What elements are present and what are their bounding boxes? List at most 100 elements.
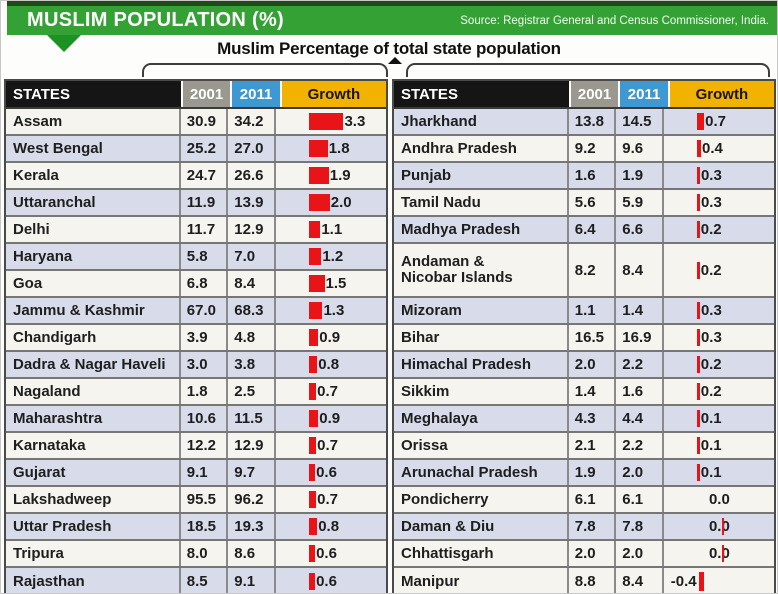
growth-bar <box>696 464 700 481</box>
growth-value: 0.8 <box>318 518 340 535</box>
growth-cell: 0.4 <box>664 136 774 161</box>
table-row: Haryana 5.8 7.0 1.2 <box>6 244 386 271</box>
growth-zero-marker <box>722 545 725 562</box>
growth-cell: 0.6 <box>276 460 386 485</box>
growth-bar <box>696 410 700 427</box>
state-cell: Meghalaya <box>394 406 569 431</box>
column-header-growth: Growth <box>669 81 774 107</box>
table-row: Manipur 8.8 8.4 -0.4 <box>394 568 774 593</box>
value-2011-cell: 9.1 <box>228 568 276 593</box>
value-2001-cell: 1.6 <box>569 163 617 188</box>
value-2001-cell: 7.8 <box>569 514 617 539</box>
value-2001-cell: 1.4 <box>569 379 617 404</box>
growth-cell: 1.2 <box>276 244 386 269</box>
table-row: Himachal Pradesh 2.0 2.2 0.2 <box>394 352 774 379</box>
growth-cell: 3.3 <box>276 109 386 134</box>
growth-bar <box>308 573 316 590</box>
value-2011-cell: 9.7 <box>228 460 276 485</box>
growth-bar <box>308 113 344 130</box>
growth-value: 0.1 <box>700 464 722 481</box>
growth-cell: 0.0 <box>664 514 774 539</box>
growth-value: 0.7 <box>317 383 338 400</box>
growth-cell: 1.8 <box>276 136 386 161</box>
growth-cell: 0.1 <box>664 433 774 458</box>
growth-cell: 0.6 <box>276 541 386 566</box>
growth-bar <box>308 356 318 373</box>
value-2011-cell: 6.1 <box>616 487 664 512</box>
table-row: Jharkhand 13.8 14.5 0.7 <box>394 109 774 136</box>
table-row: Uttaranchal 11.9 13.9 2.0 <box>6 190 386 217</box>
growth-value: 0.3 <box>700 167 722 184</box>
growth-cell: 2.0 <box>276 190 386 215</box>
growth-cell: 0.1 <box>664 406 774 431</box>
growth-bar <box>696 383 700 400</box>
ribbon-fold-icon <box>47 35 81 52</box>
value-2001-cell: 25.2 <box>181 136 229 161</box>
value-2001-cell: 9.1 <box>181 460 229 485</box>
value-2001-cell: 9.2 <box>569 136 617 161</box>
growth-bar <box>698 572 704 591</box>
column-header-2011: 2011 <box>232 81 280 107</box>
value-2011-cell: 2.0 <box>616 541 664 566</box>
table-row: Gujarat 9.1 9.7 0.6 <box>6 460 386 487</box>
growth-value: 0.8 <box>318 356 340 373</box>
growth-cell: 0.9 <box>276 406 386 431</box>
table-row: Lakshadweep 95.5 96.2 0.7 <box>6 487 386 514</box>
state-cell: Haryana <box>6 244 181 269</box>
table-row: Tamil Nadu 5.6 5.9 0.3 <box>394 190 774 217</box>
state-cell: West Bengal <box>6 136 181 161</box>
growth-bar <box>308 410 319 427</box>
states-table-right: STATES 2001 2011 Growth Jharkhand 13.8 14.… <box>392 79 776 593</box>
value-2011-cell: 7.0 <box>228 244 276 269</box>
state-cell: Uttaranchal <box>6 190 181 215</box>
table-row: Arunachal Pradesh 1.9 2.0 0.1 <box>394 460 774 487</box>
growth-value: 0.9 <box>319 329 341 346</box>
growth-bar <box>308 221 321 238</box>
state-cell: Madhya Pradesh <box>394 217 569 242</box>
state-cell: Chhattisgarh <box>394 541 569 566</box>
state-cell: Maharashtra <box>6 406 181 431</box>
value-2011-cell: 8.4 <box>616 244 664 296</box>
growth-value: 0.6 <box>316 545 337 562</box>
value-2011-cell: 3.8 <box>228 352 276 377</box>
column-header-2001: 2001 <box>570 81 619 107</box>
growth-value: 0.7 <box>317 437 338 454</box>
growth-value: 0.1 <box>700 410 722 427</box>
value-2011-cell: 12.9 <box>228 217 276 242</box>
growth-cell: 0.7 <box>276 433 386 458</box>
value-2011-cell: 5.9 <box>616 190 664 215</box>
state-cell: Assam <box>6 109 181 134</box>
value-2001-cell: 10.6 <box>181 406 229 431</box>
value-2001-cell: 24.7 <box>181 163 229 188</box>
growth-bar <box>696 437 700 454</box>
growth-bar <box>308 275 325 292</box>
state-cell: Lakshadweep <box>6 487 181 512</box>
table-row: Uttar Pradesh 18.5 19.3 0.8 <box>6 514 386 541</box>
table-row: Meghalaya 4.3 4.4 0.1 <box>394 406 774 433</box>
value-2001-cell: 6.1 <box>569 487 617 512</box>
bracket-left <box>142 63 388 77</box>
value-2001-cell: 16.5 <box>569 325 617 350</box>
growth-cell: -0.4 <box>664 568 774 593</box>
state-cell: Kerala <box>6 163 181 188</box>
value-2001-cell: 4.3 <box>569 406 617 431</box>
state-cell: Delhi <box>6 217 181 242</box>
growth-value: 0.0 <box>708 545 730 562</box>
table-body-left: Assam 30.9 34.2 3.3 West Bengal 25.2 27.0 1.8 Ke… <box>6 109 386 593</box>
value-2001-cell: 6.4 <box>569 217 617 242</box>
states-table-left: STATES 2001 2011 Growth Assam 30.9 34.2 3.3… <box>4 79 388 593</box>
growth-value: 1.3 <box>323 302 345 319</box>
growth-value: 1.2 <box>322 248 344 265</box>
value-2011-cell: 68.3 <box>228 298 276 323</box>
source-credit: Source: Registrar General and Census Com… <box>460 14 769 27</box>
table-row: Mizoram 1.1 1.4 0.3 <box>394 298 774 325</box>
growth-value: 0.0 <box>708 518 730 535</box>
value-2001-cell: 95.5 <box>181 487 229 512</box>
header-banner: MUSLIM POPULATION (%) Source: Registrar … <box>7 6 777 35</box>
growth-value: 0.2 <box>700 221 722 238</box>
growth-cell: 0.3 <box>664 163 774 188</box>
growth-cell: 0.9 <box>276 325 386 350</box>
growth-value: 0.7 <box>317 491 338 508</box>
growth-zero-marker <box>722 518 725 535</box>
table-row: Delhi 11.7 12.9 1.1 <box>6 217 386 244</box>
